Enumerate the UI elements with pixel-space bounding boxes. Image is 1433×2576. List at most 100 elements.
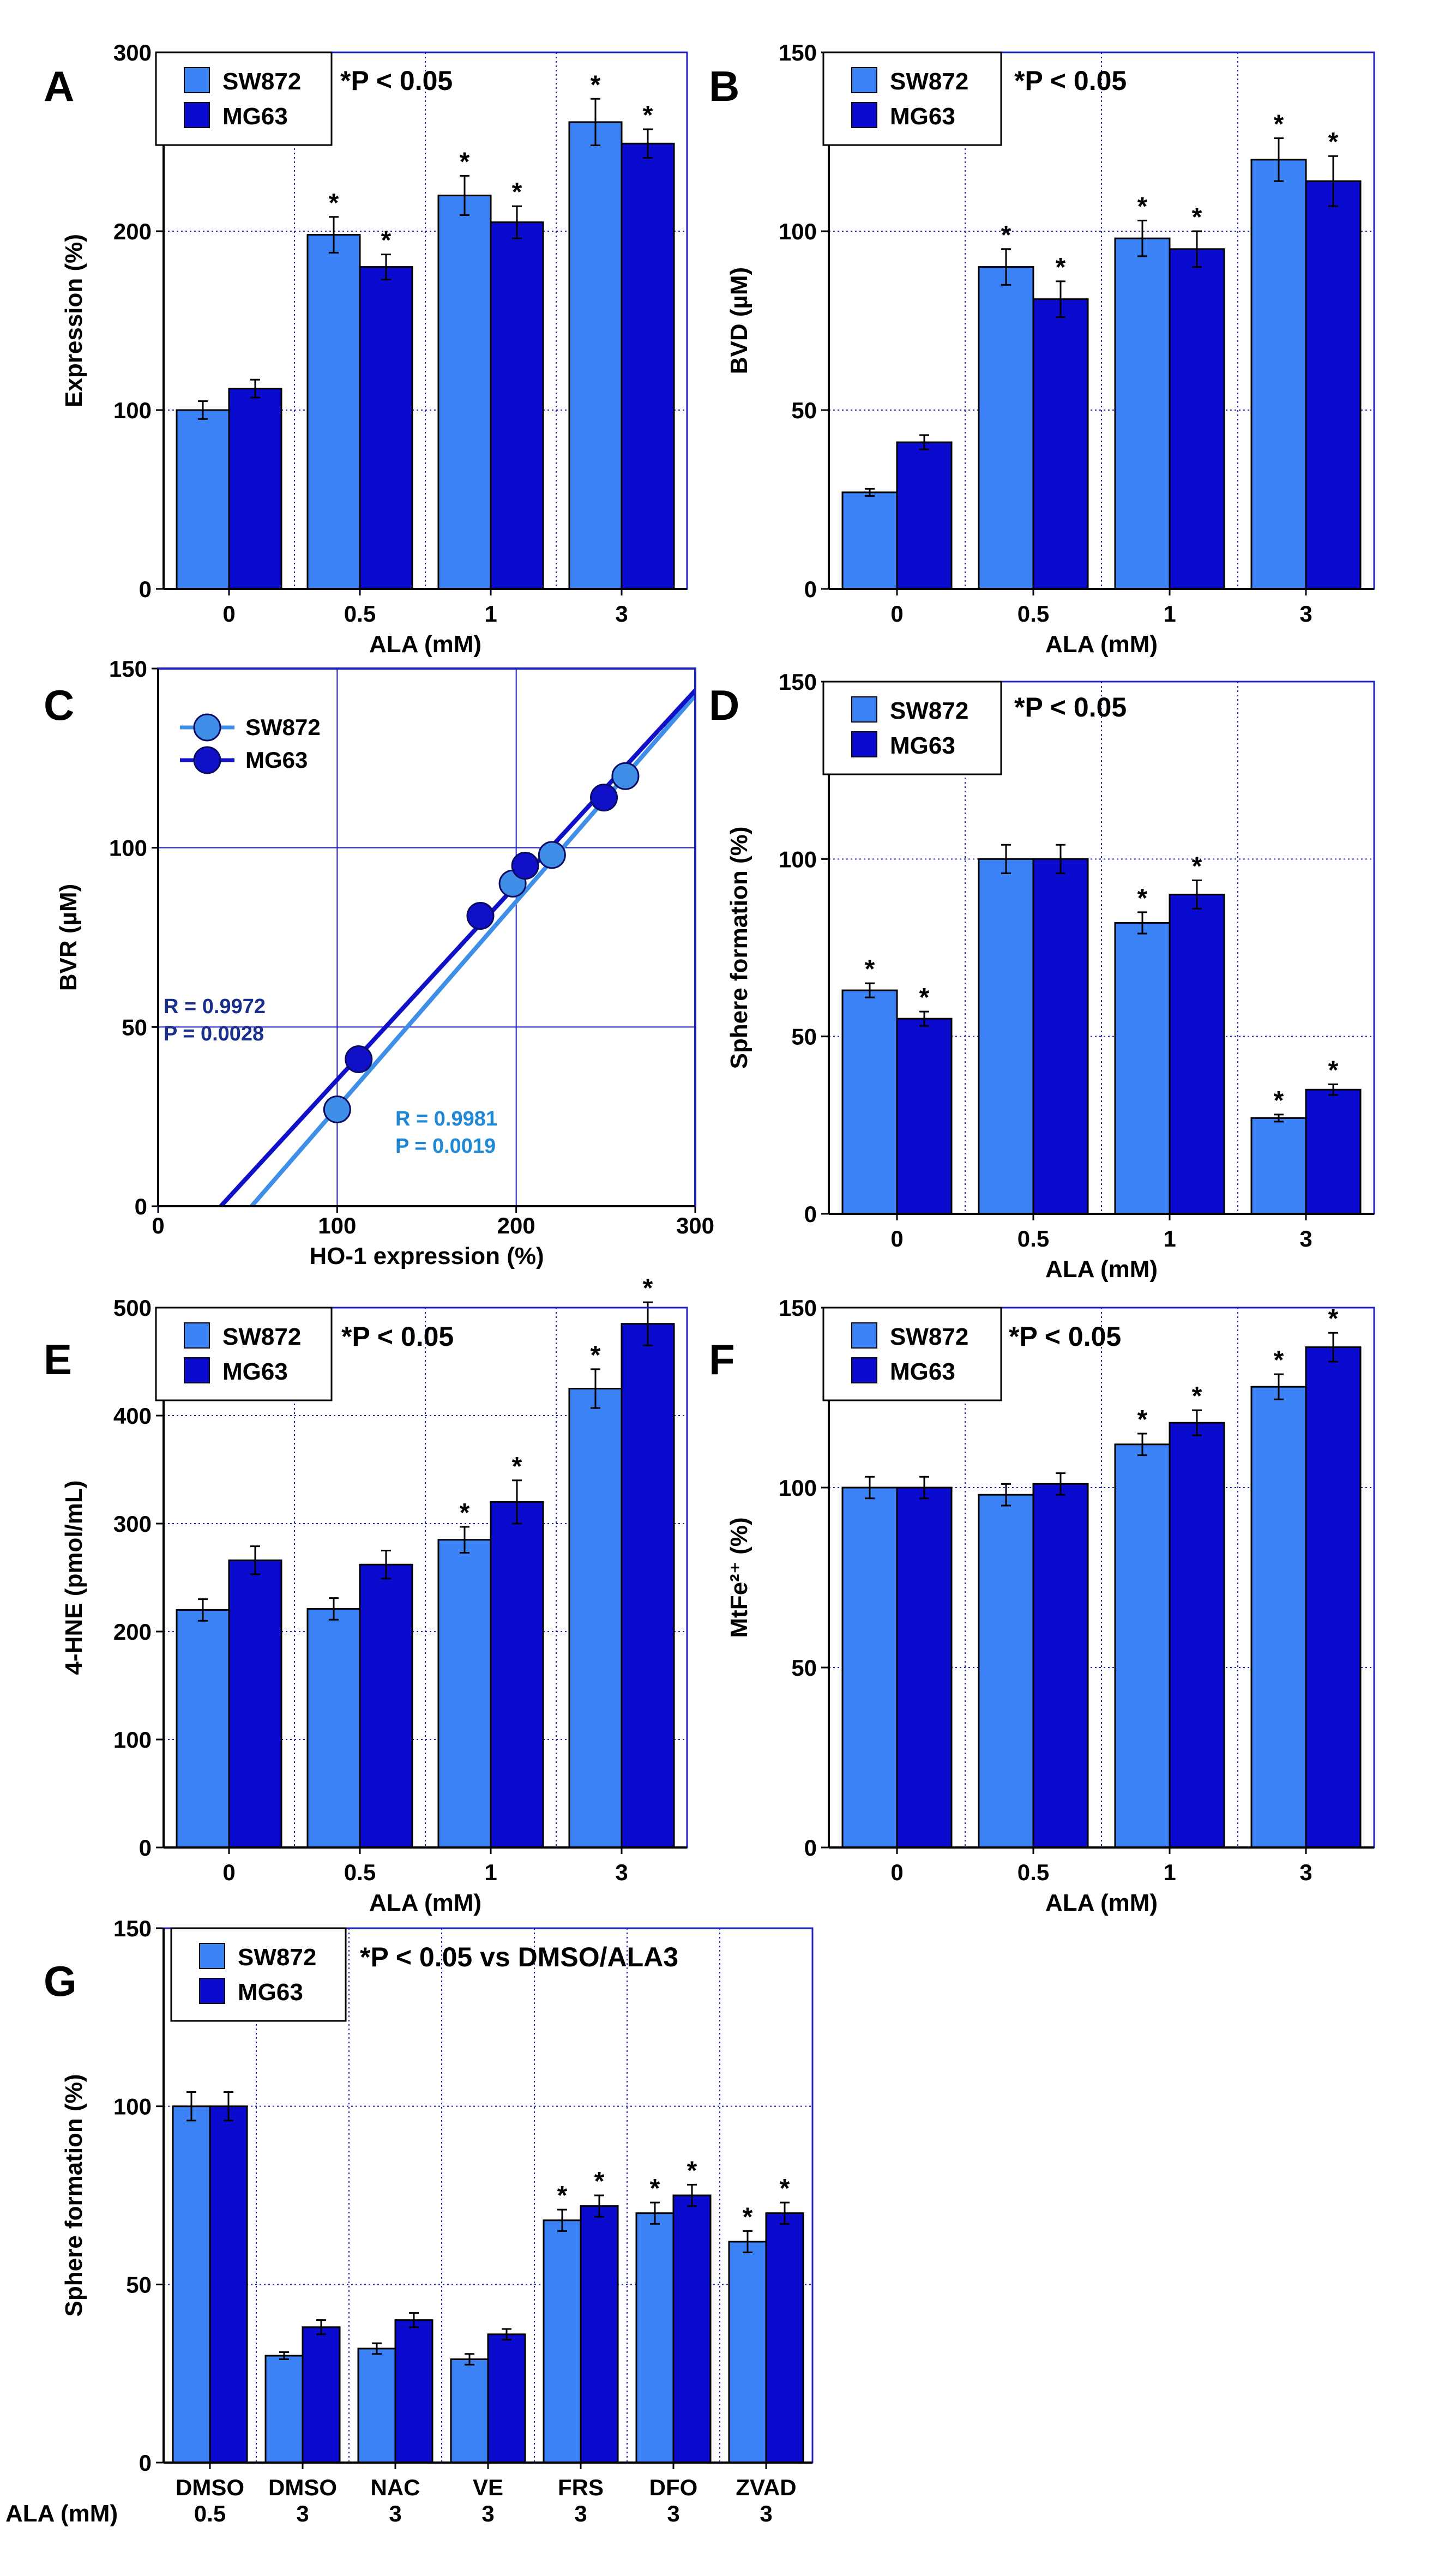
- legend-swatch-sw872: [851, 696, 877, 723]
- bar-mg63: [672, 2194, 712, 2464]
- x-tick-label: DMSO: [268, 2475, 337, 2500]
- legend-swatch-mg63: [184, 102, 210, 128]
- y-tick-label: 0: [135, 1194, 147, 1219]
- x-subtick-label: 3: [760, 2501, 772, 2526]
- significance-star: *: [381, 226, 392, 255]
- bar-mg63: [1032, 1483, 1089, 1849]
- bar-mg63: [621, 1323, 675, 1849]
- bar-sw872: [172, 2105, 211, 2464]
- x-tick-label: 1: [484, 601, 497, 627]
- bar-mg63: [359, 266, 413, 590]
- bar-mg63: [1169, 893, 1225, 1215]
- significance-star: *: [1056, 253, 1066, 282]
- y-tick-label: 0: [139, 1835, 152, 1861]
- legend-label-mg63: MG63: [238, 1979, 303, 2006]
- legend-box: [822, 1307, 1002, 1401]
- x-axis-label: ALA (mM): [369, 631, 481, 658]
- legend-label-mg63: MG63: [222, 103, 288, 130]
- significance-star: *: [591, 1341, 601, 1370]
- bar-sw872: [306, 234, 361, 590]
- significance-star: *: [512, 1452, 522, 1481]
- y-tick-label: 0: [804, 576, 817, 602]
- y-axis-label: Sphere formation (%): [61, 2074, 87, 2317]
- point-mg63: [511, 852, 539, 880]
- x-tick-label: 3: [615, 601, 628, 627]
- legend-label-mg63: MG63: [222, 1358, 288, 1385]
- bar-mg63: [490, 1501, 544, 1849]
- y-tick-label: 300: [113, 1511, 152, 1537]
- r-value-sw872: R = 0.9981: [395, 1108, 497, 1130]
- legend-label-sw872: SW872: [222, 1323, 301, 1350]
- significance-star: *: [1192, 852, 1202, 881]
- panel-letter: G: [44, 1957, 77, 2005]
- y-tick-label: 50: [122, 1014, 147, 1040]
- x-axis-label: HO-1 expression (%): [309, 1243, 544, 1269]
- bar-sw872: [635, 2212, 675, 2464]
- significance-note: *P < 0.05: [1009, 1321, 1121, 1352]
- y-tick-label: 0: [804, 1201, 817, 1227]
- p-value-sw872: P = 0.0019: [395, 1135, 496, 1158]
- significance-star: *: [865, 955, 875, 984]
- legend-label-sw872: SW872: [245, 714, 321, 740]
- bar-mg63: [1169, 248, 1225, 590]
- legend-box: [822, 51, 1002, 146]
- legend-box: [822, 681, 1002, 775]
- significance-star: *: [1137, 192, 1148, 221]
- legend-label-sw872: SW872: [890, 68, 968, 95]
- x-subtick-label: 3: [574, 2501, 587, 2526]
- y-tick-label: 0: [139, 2450, 152, 2476]
- x-axis-label: ALA (mM): [5, 2500, 118, 2527]
- bar-sw872: [841, 1486, 898, 1849]
- significance-star: *: [687, 2156, 697, 2185]
- x-subtick-label: 0.5: [194, 2501, 226, 2526]
- y-tick-label: 100: [779, 846, 817, 872]
- x-tick-label: 0.5: [1017, 1859, 1049, 1885]
- bar-sw872: [450, 2358, 489, 2464]
- bar-mg63: [580, 2205, 619, 2464]
- y-tick-label: 100: [109, 835, 147, 861]
- legend-swatch-sw872: [851, 67, 877, 93]
- bar-sw872: [978, 858, 1034, 1215]
- bar-mg63: [896, 441, 953, 590]
- significance-star: *: [557, 2181, 568, 2210]
- x-tick-label: 0: [152, 1213, 164, 1238]
- r-value-mg63: R = 0.9972: [164, 995, 266, 1018]
- bar-sw872: [357, 2348, 396, 2464]
- panel-a: 0 100 200 300 * * * * * * 0 0.5 1 3 Expression (%) ALA …: [44, 40, 688, 658]
- legend-swatch-mg63: [199, 1978, 225, 2004]
- x-tick-label: 0.5: [1017, 601, 1049, 627]
- significance-star: *: [1274, 1346, 1284, 1375]
- significance-star: *: [1192, 203, 1202, 232]
- significance-star: *: [512, 178, 522, 207]
- x-subtick-label: 3: [481, 2501, 494, 2526]
- x-tick-label: 0: [890, 1226, 903, 1251]
- y-tick-label: 300: [113, 40, 152, 65]
- bar-mg63: [1305, 1346, 1362, 1849]
- y-axis-label: 4-HNE (pmol/mL): [61, 1480, 87, 1675]
- x-tick-label: 0: [890, 601, 903, 627]
- y-tick-label: 100: [779, 219, 817, 244]
- x-axis-label: ALA (mM): [1045, 1889, 1158, 1916]
- x-axis-label: ALA (mM): [369, 1889, 481, 1916]
- significance-star: *: [1274, 1086, 1284, 1115]
- bar-sw872: [841, 491, 898, 590]
- x-subtick-label: 3: [296, 2501, 309, 2526]
- bar-mg63: [394, 2319, 433, 2464]
- x-tick-label: DMSO: [176, 2475, 244, 2500]
- x-tick-label: 1: [484, 1859, 497, 1885]
- significance-star: *: [460, 147, 470, 176]
- legend-box: [155, 1307, 333, 1401]
- significance-star: *: [780, 2174, 790, 2203]
- legend-swatch-mg63: [184, 1357, 210, 1383]
- bar-mg63: [209, 2105, 248, 2464]
- panel-d: 0 50 100 150 * * * * * * 0 0.5 1 3 Sphere formation (%…: [709, 669, 1375, 1283]
- legend-marker-sw872: [193, 713, 221, 742]
- y-tick-label: 100: [113, 398, 152, 423]
- significance-note: *P < 0.05 vs DMSO/ALA3: [360, 1942, 678, 1972]
- y-axis-label: MtFe²⁺ (%): [726, 1517, 752, 1638]
- y-tick-label: 50: [791, 1024, 817, 1050]
- y-tick-label: 200: [113, 1619, 152, 1645]
- point-mg63: [466, 902, 495, 930]
- y-tick-label: 150: [779, 40, 817, 65]
- legend-swatch-sw872: [199, 1943, 225, 1969]
